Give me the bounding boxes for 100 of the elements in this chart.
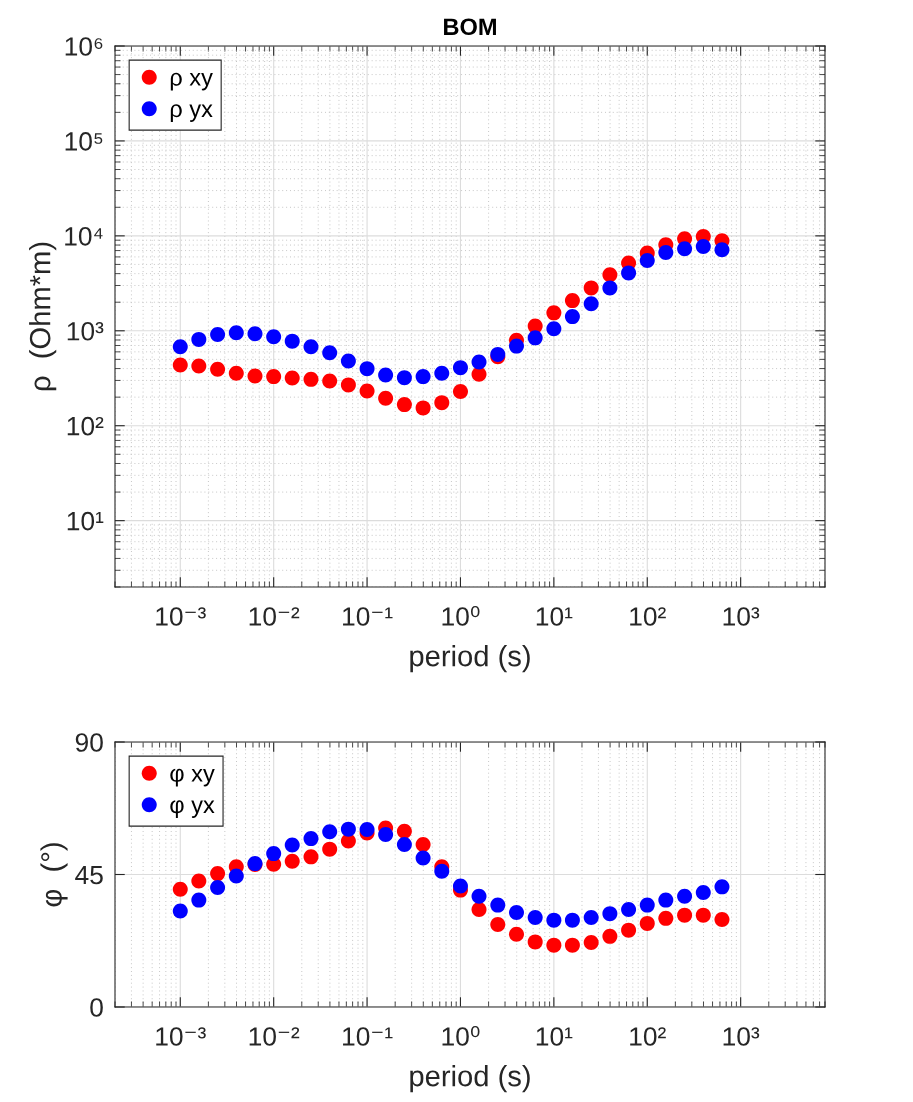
point — [322, 824, 338, 840]
point — [172, 357, 188, 373]
point — [508, 904, 524, 920]
y-tick-label: 10¹ — [67, 511, 104, 531]
point — [266, 369, 282, 385]
point — [210, 326, 226, 342]
point — [583, 296, 599, 312]
point — [247, 326, 263, 342]
point — [266, 329, 282, 345]
point — [303, 339, 319, 355]
x-tick-label: 10² — [630, 1027, 666, 1046]
point — [621, 902, 637, 918]
x-tick-label: 10³ — [723, 1027, 760, 1046]
point — [396, 836, 412, 852]
point — [639, 897, 655, 913]
point — [340, 377, 356, 393]
point — [228, 325, 244, 341]
point — [583, 280, 599, 296]
x-tick-label: 10¹ — [536, 1027, 573, 1046]
point — [434, 365, 450, 381]
point — [452, 878, 468, 894]
point — [247, 368, 263, 384]
point — [658, 910, 674, 926]
y-tick-label: 10² — [67, 416, 104, 436]
x-axis-title: period (s) — [410, 1065, 530, 1093]
y-axis-title: ρ (Ohm*m) — [29, 242, 57, 391]
point — [639, 252, 655, 268]
point — [340, 353, 356, 369]
point — [359, 361, 375, 377]
point — [284, 333, 300, 349]
point — [378, 367, 394, 383]
point — [415, 836, 431, 852]
point — [340, 821, 356, 837]
y-tick-label: 0 — [90, 998, 103, 1017]
point — [621, 922, 637, 938]
point — [228, 868, 244, 884]
point — [508, 926, 524, 942]
point — [228, 365, 244, 381]
point — [359, 821, 375, 837]
y-tick-label: 45 — [75, 865, 103, 885]
x-tick-label: 10⁻¹ — [343, 607, 393, 626]
point — [452, 360, 468, 376]
x-tick-label: 10³ — [723, 607, 760, 626]
point — [658, 892, 674, 908]
point — [602, 906, 618, 922]
point — [303, 831, 319, 847]
y-tick-label: 10³ — [67, 321, 104, 341]
legend-label: ρ xy — [170, 72, 213, 91]
point — [602, 928, 618, 944]
point — [564, 937, 580, 953]
y-axis-title: φ (°) — [40, 843, 68, 907]
legend-label: ρ yx — [170, 104, 213, 122]
x-tick-label: 10² — [630, 607, 666, 626]
point — [508, 338, 524, 354]
point — [322, 841, 338, 857]
point — [471, 902, 487, 918]
point — [564, 293, 580, 309]
point — [564, 912, 580, 928]
point — [602, 267, 618, 283]
y-tick-label: 10⁴ — [65, 226, 103, 246]
y-tick-label: 10⁶ — [65, 37, 103, 56]
point — [191, 873, 207, 889]
point — [396, 823, 412, 839]
x-tick-label: 10⁻² — [249, 607, 300, 626]
point — [490, 917, 506, 933]
point — [583, 935, 599, 951]
point — [322, 373, 338, 389]
point — [210, 866, 226, 882]
point — [322, 345, 338, 361]
point — [583, 909, 599, 925]
point — [434, 863, 450, 879]
point — [284, 853, 300, 869]
point — [602, 280, 618, 296]
point — [677, 888, 693, 904]
point — [415, 850, 431, 866]
point — [266, 846, 282, 862]
point — [172, 339, 188, 355]
point — [210, 361, 226, 377]
legend-label: φ yx — [170, 800, 215, 818]
x-tick-label: 10⁻² — [249, 1027, 300, 1046]
point — [527, 330, 543, 346]
x-tick-label: 10¹ — [536, 607, 573, 626]
point — [452, 384, 468, 400]
point — [714, 879, 730, 895]
point — [471, 354, 487, 370]
point — [415, 400, 431, 416]
point — [695, 238, 711, 254]
point — [378, 826, 394, 842]
point — [191, 892, 207, 908]
point — [546, 321, 562, 337]
x-tick-label: 10⁻³ — [156, 607, 206, 626]
y-tick-label: 10⁵ — [65, 132, 103, 151]
point — [714, 242, 730, 258]
point — [639, 915, 655, 931]
point — [527, 909, 543, 925]
point — [490, 897, 506, 913]
point — [546, 912, 562, 928]
point — [396, 370, 412, 386]
point — [210, 879, 226, 895]
point — [191, 358, 207, 374]
